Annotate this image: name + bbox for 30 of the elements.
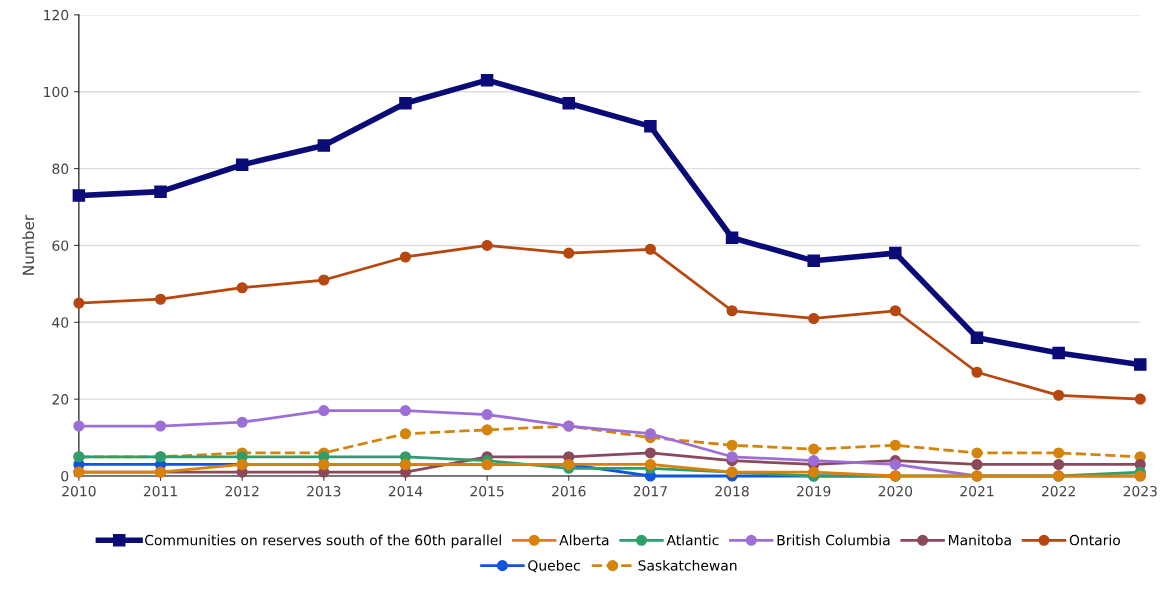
legend-label: British Columbia (777, 534, 890, 546)
y-tick-label: 120 (44, 9, 69, 21)
y-axis-title: Number (22, 214, 35, 275)
y-tick-label: 100 (44, 86, 69, 98)
x-tick-label: 2017 (633, 485, 667, 497)
legend-label: Manitoba (948, 534, 1011, 546)
y-tick-label: 80 (52, 163, 69, 175)
x-tick-label: 2020 (878, 485, 913, 497)
legend-label: Atlantic (666, 534, 719, 546)
x-tick-label: 2011 (143, 485, 177, 497)
y-tick-label: 40 (52, 317, 69, 328)
legend-label: Saskatchewan (638, 559, 737, 571)
legend-label: Communities on reserves south of the 60th parallel (145, 534, 501, 549)
y-tick-label: 0 (61, 470, 69, 482)
x-tick-label: 2023 (1123, 485, 1157, 497)
x-tick-label: 2021 (960, 485, 994, 497)
x-tick-label: 2019 (797, 485, 831, 497)
x-tick-label: 2013 (307, 485, 341, 497)
y-tick-label: 20 (52, 394, 69, 405)
legend-label: Ontario (1069, 534, 1120, 546)
x-tick-label: 2015 (470, 485, 504, 497)
x-tick-label: 2018 (715, 485, 749, 497)
legend-label: Quebec (528, 559, 580, 573)
x-tick-label: 2022 (1041, 485, 1075, 497)
x-tick-label: 2014 (388, 485, 423, 497)
x-tick-label: 2016 (552, 485, 586, 497)
x-tick-label: 2010 (62, 485, 96, 497)
y-tick-label: 60 (52, 240, 69, 251)
legend-label: Alberta (559, 534, 609, 546)
x-tick-label: 2012 (225, 485, 259, 497)
